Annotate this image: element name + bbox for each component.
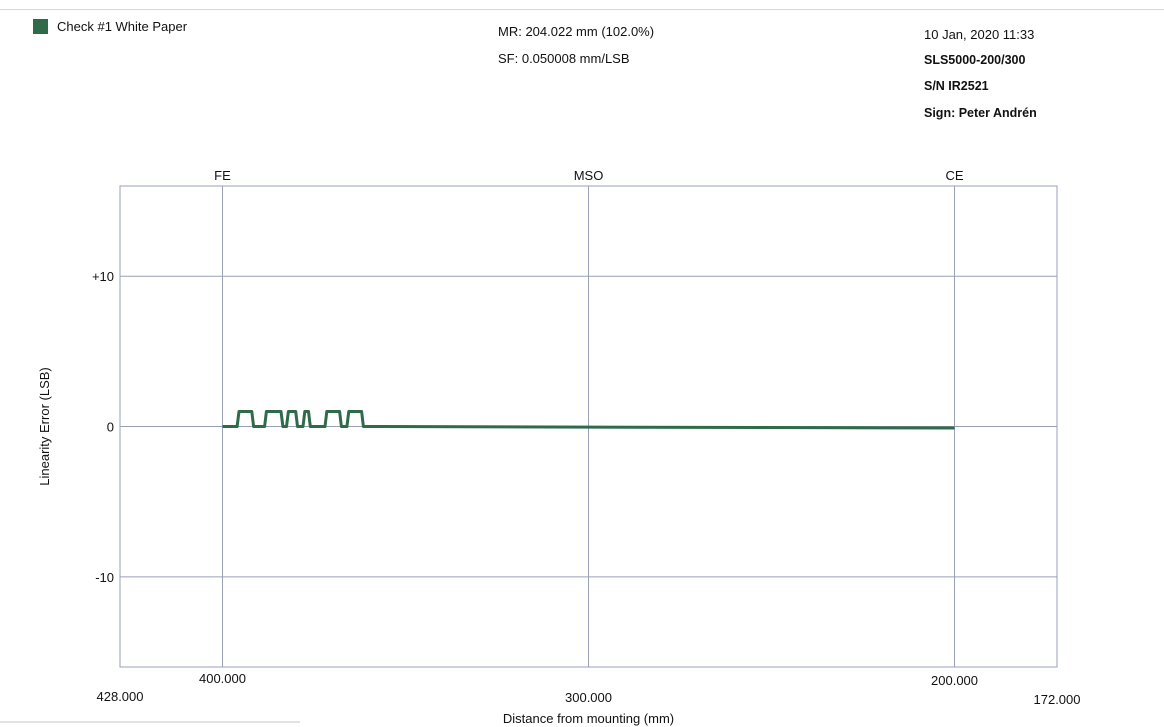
measuring-range-text: MR: 204.022 mm (102.0%): [498, 24, 655, 39]
x-tick-label: 172.000: [1034, 692, 1081, 707]
legend-label: Check #1 White Paper: [57, 19, 188, 34]
series-line: [222, 410, 955, 430]
y-axis-title: Linearity Error (LSB): [37, 367, 52, 485]
scan-edge: [0, 9, 1164, 10]
serial-text: S/N IR2521: [924, 79, 989, 93]
marker-label: MSO: [574, 168, 604, 183]
y-tick-label: -10: [95, 570, 114, 585]
legend: Check #1 White Paper: [33, 19, 187, 34]
scale-factor-text: SF: 0.050008 mm/LSB: [498, 51, 630, 66]
datetime-text: 10 Jan, 2020 11:33: [924, 27, 1035, 42]
y-tick-label: +10: [92, 269, 114, 284]
x-tick-label: 300.000: [565, 690, 612, 705]
y-tick-label: 0: [107, 420, 114, 435]
x-tick-label: 200.000: [931, 673, 978, 688]
marker-label: CE: [945, 168, 963, 183]
signature-text: Sign: Peter Andrén: [924, 106, 1037, 120]
scan-edge: [0, 721, 300, 723]
marker-label: FE: [214, 168, 231, 183]
model-text: SLS5000-200/300: [924, 53, 1026, 67]
x-axis-title: Distance from mounting (mm): [503, 711, 674, 726]
legend-swatch: [33, 19, 48, 34]
x-tick-label: 428.000: [97, 689, 144, 704]
x-tick-label: 400.000: [199, 671, 246, 686]
